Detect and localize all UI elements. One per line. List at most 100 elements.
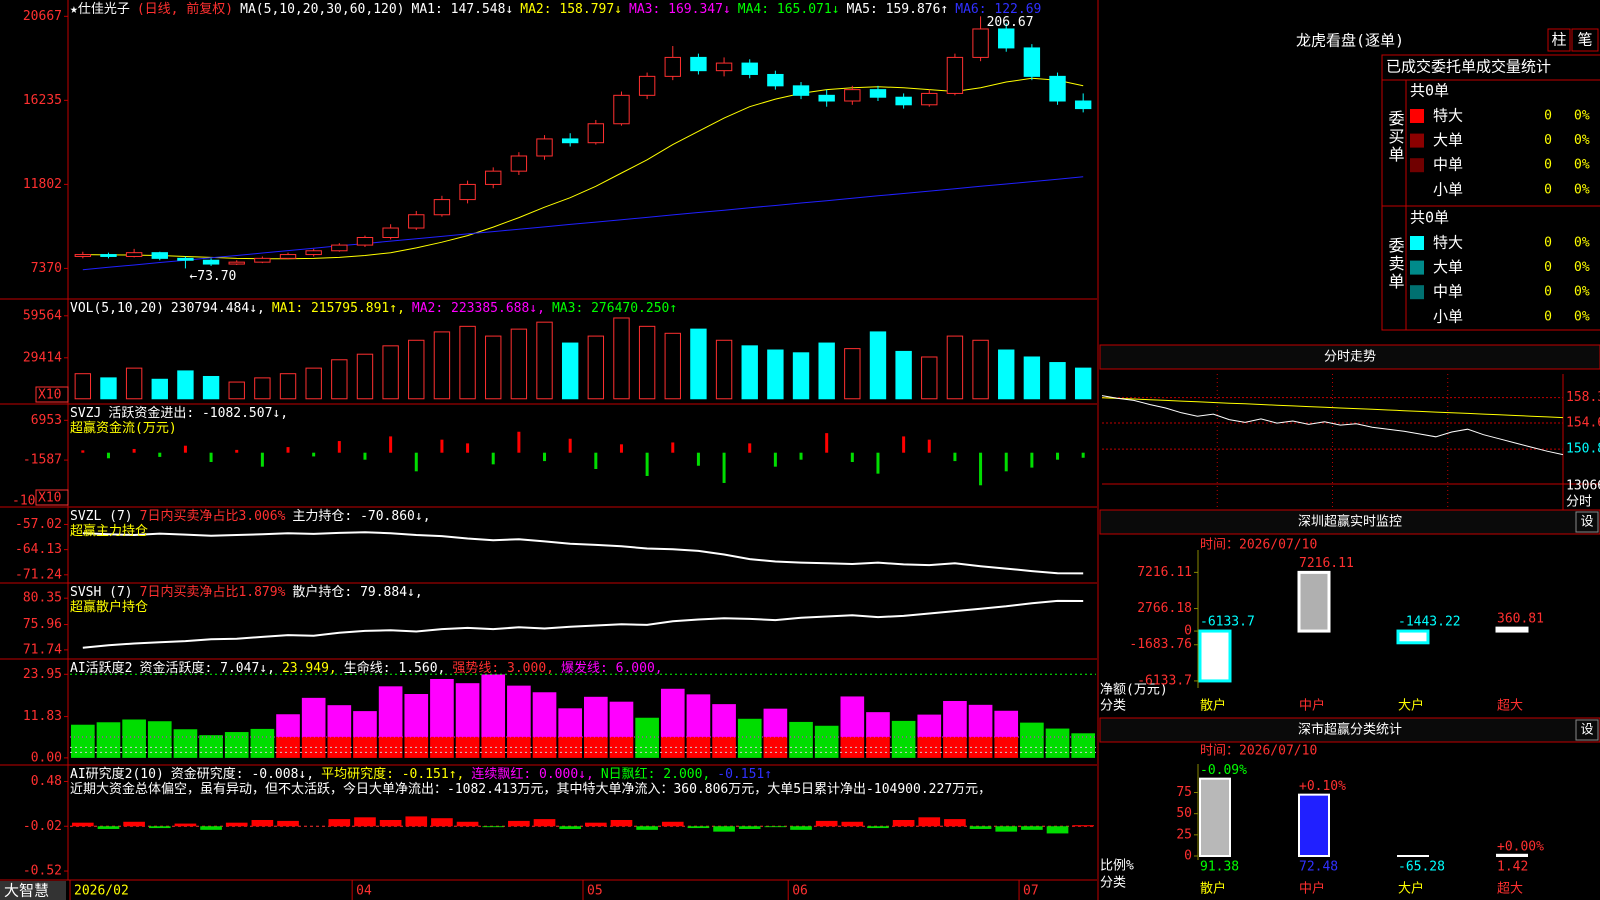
y-tick-label: -0.52 xyxy=(23,864,62,879)
row-name: 大单 xyxy=(1433,131,1463,149)
volume-bar xyxy=(125,367,143,400)
candle-body xyxy=(715,62,733,72)
candle-body xyxy=(536,138,553,157)
research-bar xyxy=(636,826,658,830)
unit-label: X10 xyxy=(38,491,61,506)
research-bar xyxy=(225,822,248,827)
y-tick-label: 50 xyxy=(1176,806,1192,821)
button[interactable] xyxy=(1571,28,1599,52)
legend-text: 超赢资金流(万元) xyxy=(70,420,177,436)
button[interactable] xyxy=(1547,28,1571,52)
candle-body xyxy=(177,257,194,261)
legend-item: 7日内买卖净占比3.006% xyxy=(140,508,286,524)
flow-bar xyxy=(594,452,598,469)
candle-body xyxy=(459,183,476,201)
legend-item: MA1: 147.548↓ xyxy=(412,2,514,17)
flow-bar xyxy=(158,452,162,457)
plot xyxy=(70,673,1096,758)
activity-bar xyxy=(891,720,916,758)
candle-body xyxy=(356,237,374,246)
activity-bar xyxy=(276,714,300,737)
volume-bar xyxy=(998,349,1015,400)
flow-bar xyxy=(645,452,649,476)
legend-item: 生命线: 1.560, xyxy=(344,660,446,676)
candle-body xyxy=(433,199,451,216)
volume-bar xyxy=(767,349,784,400)
button[interactable] xyxy=(1575,511,1599,533)
row-count: 0 xyxy=(1544,260,1552,275)
legend-text: AI研究度2(10) 资金研究度: -0.008↓, 平均研究度: -0.151↑,… xyxy=(70,766,772,782)
net-bar xyxy=(1297,570,1331,633)
activity-bar xyxy=(943,700,967,737)
volume-bar xyxy=(433,331,451,400)
candle-body xyxy=(869,89,887,98)
volume-bar xyxy=(485,335,502,400)
research-bar xyxy=(713,826,735,832)
flow-bar xyxy=(1030,452,1034,468)
candle-body xyxy=(613,94,630,125)
legend-item: 近期大资金总体偏空，虽有异动，但不太活跃，今日大单净流出：-1082.413万元… xyxy=(70,781,991,797)
volume-bar xyxy=(151,378,168,400)
y-tick-label: 154.6 xyxy=(1566,416,1600,431)
activity-bar xyxy=(635,717,659,758)
research-bar xyxy=(585,822,607,827)
research-bar xyxy=(431,818,453,827)
research-bar xyxy=(918,817,941,827)
unit-box xyxy=(35,386,69,403)
swatch xyxy=(1410,260,1424,275)
legend-text: 超赢散户持仓 xyxy=(70,599,148,615)
candle-body xyxy=(202,259,220,265)
volume-bar xyxy=(638,325,656,400)
value-label: -6133.7 xyxy=(1200,615,1255,630)
value-label: 7216.11 xyxy=(1299,556,1354,571)
research-bar xyxy=(1046,826,1069,834)
candle-body xyxy=(254,257,271,263)
activity-bar xyxy=(507,685,531,737)
axis-label: 比例% xyxy=(1100,859,1134,874)
plot xyxy=(70,816,1096,834)
holding-line xyxy=(82,531,1084,575)
row-name: 中单 xyxy=(1433,283,1463,301)
legend-text: SVZL (7) 7日内买卖净占比3.006% 主力持仓: -70.860↓, xyxy=(70,508,431,524)
legend-item: 散户持仓: 79.884↓, xyxy=(292,584,422,600)
legend-item: 23.949, xyxy=(282,661,337,676)
research-bar xyxy=(610,819,633,827)
volume-bar xyxy=(1023,356,1041,400)
legend-item: MA4: 165.071↓ xyxy=(738,2,840,17)
candle-body xyxy=(305,250,322,256)
y-tick-label: 20667 xyxy=(23,9,62,24)
ratio-bar xyxy=(1496,853,1528,857)
row-pct: 0% xyxy=(1574,133,1590,148)
button-label[interactable]: 柱 xyxy=(1551,31,1566,49)
button-label[interactable]: 笔 xyxy=(1577,31,1592,49)
value-label: 72.48 xyxy=(1299,860,1338,875)
candle-body xyxy=(972,28,989,58)
legend-item: SVSH (7) xyxy=(70,585,133,600)
flow-bar xyxy=(1004,452,1008,472)
candle-body xyxy=(74,254,92,257)
flow-bar xyxy=(106,452,110,459)
button-label[interactable]: 设 xyxy=(1580,723,1593,738)
flow-bar xyxy=(799,452,803,460)
volume-bar xyxy=(254,377,271,400)
button[interactable] xyxy=(1575,719,1599,741)
legend-item: 超赢散户持仓 xyxy=(70,599,148,615)
activity-bar xyxy=(1071,733,1095,758)
candle-body xyxy=(638,75,656,96)
volume-bar xyxy=(792,352,810,400)
legend-text: VOL(5,10,20) 230794.484↓, MA1: 215795.891↑… xyxy=(70,301,677,316)
button-label[interactable]: 设 xyxy=(1580,515,1593,530)
row-pct: 0% xyxy=(1574,260,1590,275)
category-label: 散户 xyxy=(1200,698,1226,714)
activity-base xyxy=(481,736,506,758)
research-bar xyxy=(148,826,171,829)
flow-bar xyxy=(619,444,623,453)
activity-bar xyxy=(430,678,454,737)
activity-bar xyxy=(481,674,506,737)
holding-line xyxy=(82,599,1084,649)
row-name: 特大 xyxy=(1433,234,1463,252)
row-count: 0 xyxy=(1544,182,1552,197)
activity-base xyxy=(866,736,890,758)
title-bar xyxy=(1099,509,1600,535)
